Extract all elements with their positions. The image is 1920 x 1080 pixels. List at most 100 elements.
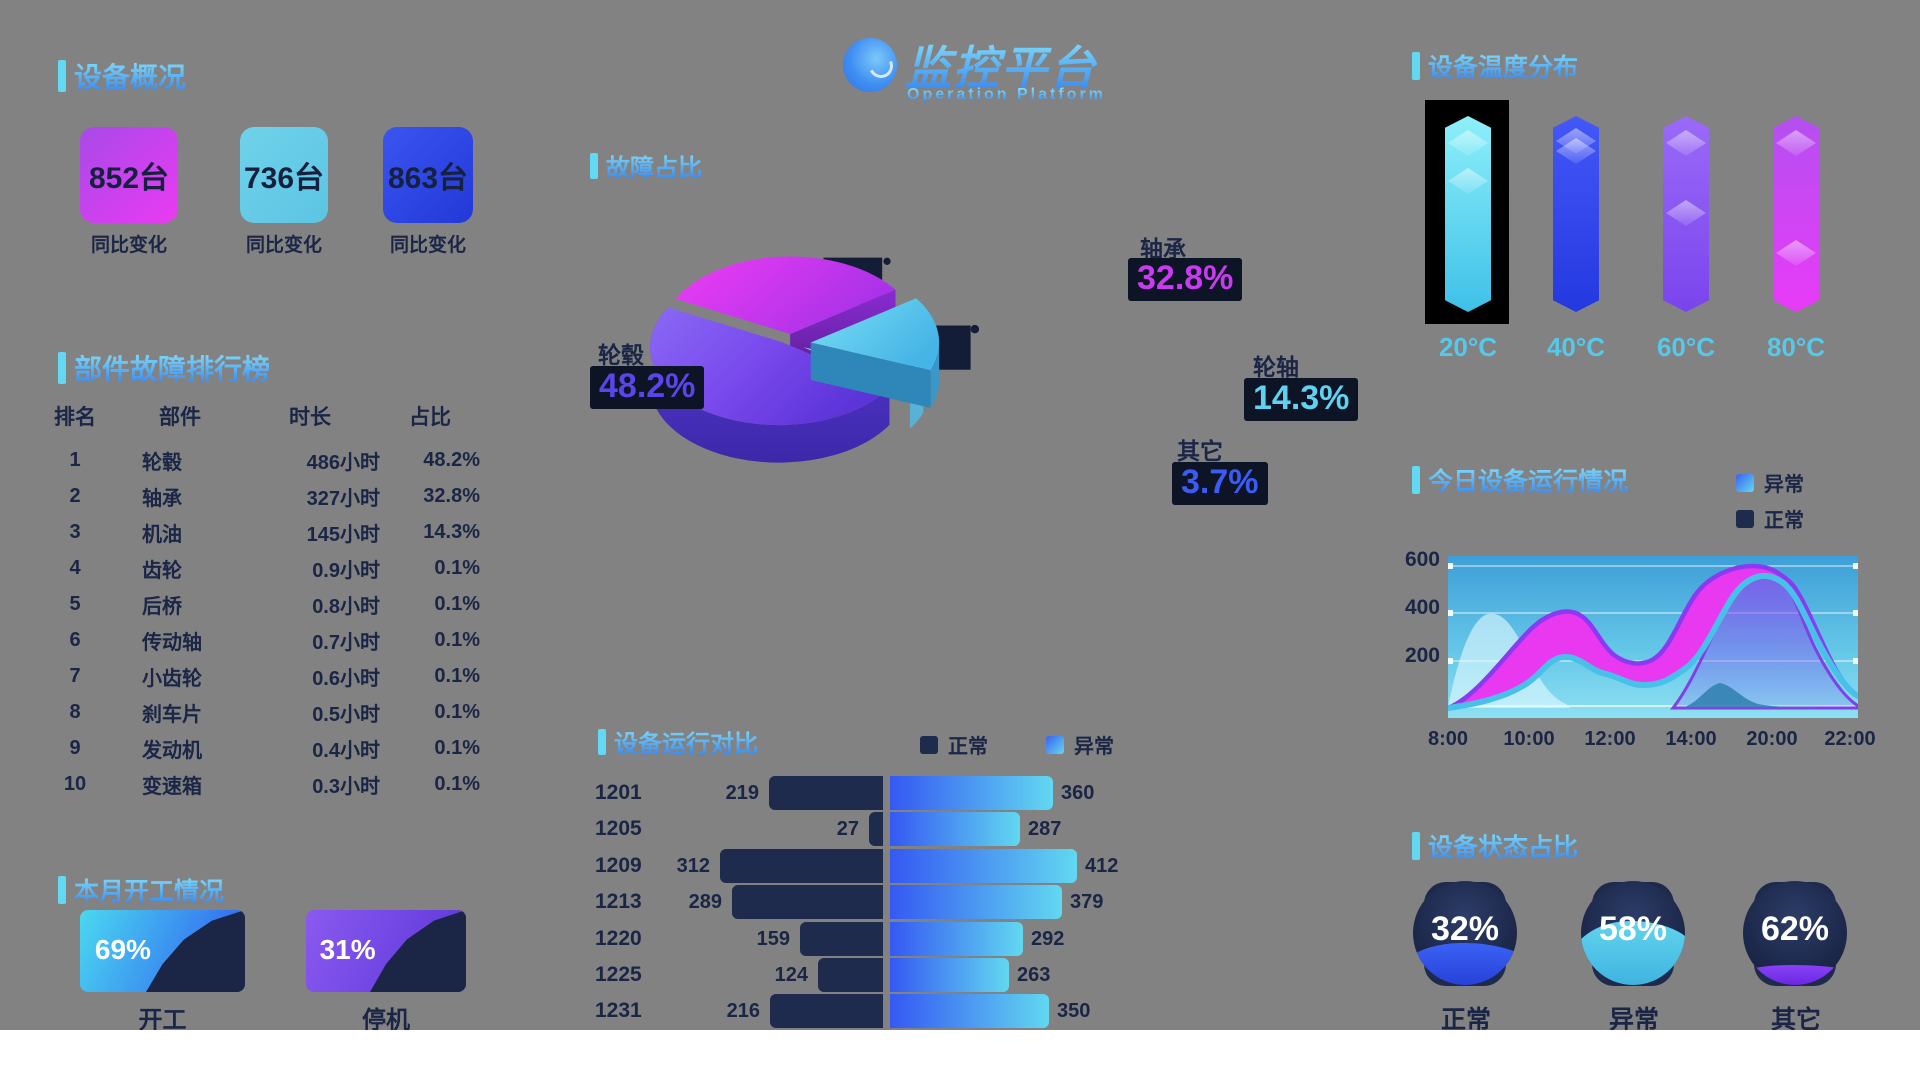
work-gauge-pct: 69% (94, 934, 151, 965)
overview-card-value: 736台 (243, 162, 325, 195)
legend-label-normal: 正常 (1764, 510, 1804, 532)
rank-cell-rank: 7 (69, 664, 81, 687)
temp-column (1663, 116, 1709, 312)
tornado-bar-normal (769, 776, 883, 810)
tornado-row-id: 1231 (595, 999, 642, 1023)
status-gauge-pct: 58% (1598, 910, 1668, 948)
tornado-bar-abnormal (890, 812, 1020, 847)
tornado-value-normal: 159 (756, 927, 790, 950)
temp-column-label: 20°C (1438, 332, 1498, 362)
rank-cell-part: 传动轴 (142, 631, 202, 654)
page-subtitle: Operation Platform (907, 86, 1106, 103)
work-title: 本月开工情况 (58, 872, 224, 908)
table-row: 9 发动机 0.4小时 0.1% (30, 730, 510, 766)
work-gauge-pct: 31% (319, 934, 376, 965)
rank-cell-rank: 8 (69, 700, 81, 723)
tornado-value-normal: 124 (774, 964, 808, 986)
rank-cell-time: 0.5小时 (312, 703, 380, 726)
legend-label-normal: 正常 (948, 736, 988, 758)
logo-icon (843, 38, 897, 92)
temp-column-facet (1666, 130, 1706, 156)
trend-ytick: 200 (1404, 644, 1440, 667)
status-title: 设备状态占比 (1412, 828, 1578, 864)
overview-card: 852台 (80, 127, 178, 223)
rank-cell-part: 机油 (142, 523, 182, 546)
trend-legend-normal: 正常 (1736, 504, 1804, 533)
tornado-value-abnormal: 287 (1028, 818, 1062, 841)
rank-cell-part: 后桥 (142, 595, 182, 618)
work-gauge-label: 停机 (362, 1007, 410, 1034)
tornado-row-id: 1213 (595, 890, 642, 914)
temp-column (1553, 116, 1599, 312)
page-title: 监控平台 (905, 32, 1097, 98)
table-row: 7 小齿轮 0.6小时 0.1% (30, 658, 510, 694)
abnormal-line (1447, 563, 1860, 711)
rank-cell-pct: 0.1% (434, 628, 480, 651)
rank-cell-time: 0.9小时 (312, 559, 380, 582)
pie-title: 故障占比 (590, 148, 702, 183)
status-gauge-circle (1581, 881, 1685, 985)
trend-ytick: 400 (1404, 596, 1440, 619)
rank-header-cell: 占比 (409, 406, 451, 429)
rank-cell-pct: 0.1% (434, 700, 480, 723)
tornado-row-id: 1205 (595, 817, 642, 841)
temp-column (1773, 116, 1819, 312)
title-accent-bar (590, 152, 598, 179)
legend-swatch-normal (1736, 509, 1754, 528)
work-gauge-card: 31% (306, 910, 466, 992)
trend-plot (1445, 556, 1861, 718)
rank-cell-rank: 3 (69, 520, 81, 543)
table-row: 5 后桥 0.8小时 0.1% (30, 586, 510, 622)
pie-title-text: 故障占比 (606, 148, 702, 183)
rank-cell-pct: 0.1% (434, 556, 480, 579)
table-row: 2 轴承 327小时 32.8% (30, 478, 510, 514)
overview-card: 736台 (240, 127, 328, 223)
overview-card-label: 同比变化 (245, 235, 322, 256)
tornado-row: 1225 124 263 (595, 958, 1295, 992)
tornado-bar-normal (818, 958, 883, 992)
pie-label-name: 其它 (1177, 438, 1223, 464)
tornado-row-id: 1201 (595, 781, 642, 804)
tornado-bar-abnormal (890, 776, 1053, 810)
rank-cell-part: 小齿轮 (142, 667, 202, 690)
table-row: 6 传动轴 0.7小时 0.1% (30, 622, 510, 658)
status-gauge-label: 其它 (1770, 1006, 1821, 1034)
rank-cell-rank: 2 (69, 484, 81, 507)
temp-column-facet (1448, 130, 1488, 156)
status-gauge-pct: 62% (1760, 910, 1830, 948)
tornado-row-id: 1220 (595, 926, 642, 950)
status-gauge: 58% (1581, 880, 1685, 988)
status-title-text: 设备状态占比 (1428, 828, 1578, 864)
trend-ytick: 600 (1404, 548, 1440, 571)
tornado-value-abnormal: 350 (1057, 1000, 1091, 1023)
trend-title: 今日设备运行情况 (1412, 462, 1628, 498)
status-gauge-liquid (1743, 965, 1847, 985)
title-accent-bar (598, 728, 606, 755)
rank-cell-pct: 0.1% (434, 592, 480, 615)
rank-cell-rank: 6 (69, 628, 81, 651)
title-accent-bar (1412, 832, 1420, 860)
rank-cell-part: 刹车片 (142, 703, 202, 726)
rank-cell-time: 486小时 (306, 451, 380, 474)
rank-title-text: 部件故障排行榜 (74, 348, 270, 388)
overview-card-value: 863台 (387, 162, 469, 195)
tornado-row: 1213 289 379 (595, 885, 1295, 920)
magenta-band (1448, 566, 1858, 708)
rank-header-cell: 部件 (159, 406, 201, 429)
rank-cell-rank: 1 (69, 448, 81, 471)
tornado-value-normal: 312 (676, 854, 710, 877)
tornado-bar-normal (770, 994, 883, 1029)
tornado-row: 1231 216 350 (595, 994, 1295, 1029)
status-gauge-label: 异常 (1608, 1006, 1659, 1034)
status-gauge-label: 正常 (1440, 1006, 1491, 1034)
title-accent-bar (58, 60, 66, 92)
tornado-value-normal: 289 (688, 891, 722, 914)
pie-label-value: 3.7% (1172, 462, 1268, 505)
overview-card-label: 同比变化 (90, 235, 167, 256)
tornado-row: 1201 219 360 (595, 776, 1295, 810)
title-accent-bar (1412, 466, 1420, 494)
rank-cell-time: 0.3小时 (312, 775, 380, 798)
legend-swatch-abnormal (1046, 735, 1064, 754)
tornado-bar-normal (720, 848, 883, 883)
